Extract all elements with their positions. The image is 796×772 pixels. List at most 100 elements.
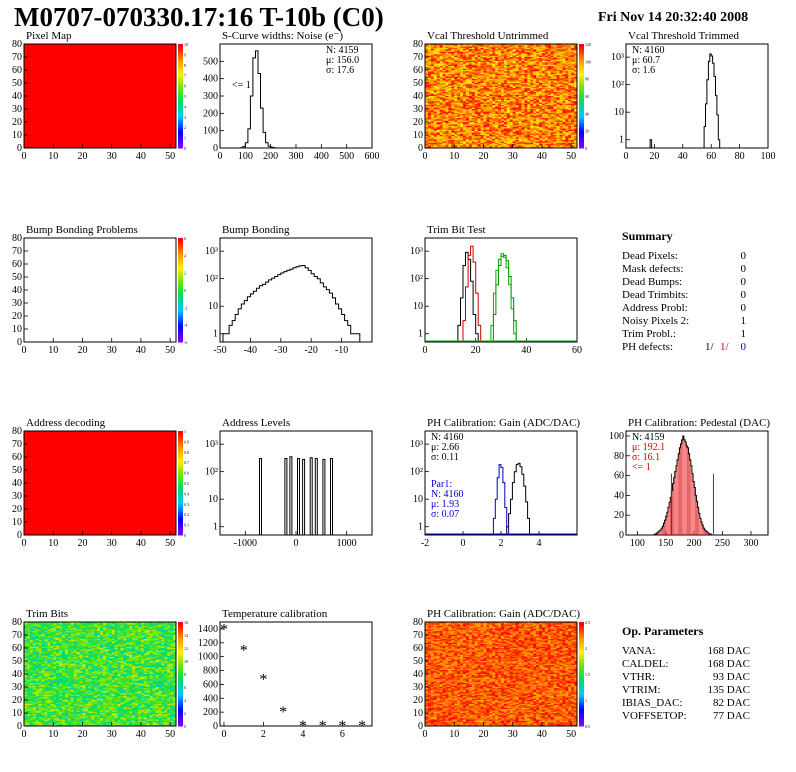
heatmap-cell [100, 49, 104, 51]
heatmap-cell [26, 68, 31, 71]
annotation-text: <= 1 [232, 80, 251, 91]
heatmap-cell [117, 46, 121, 49]
heatmap-cell [76, 49, 80, 51]
heatmap-cell [161, 63, 165, 66]
heatmap-cell [138, 58, 142, 60]
heatmap-cell [158, 70, 162, 72]
heatmap-cell [53, 45, 57, 47]
heatmap-cell [67, 70, 72, 72]
heatmap-cell [35, 75, 40, 77]
heatmap-cell [120, 72, 124, 75]
heatmap-cell [149, 44, 154, 46]
heatmap-cell [105, 50, 110, 53]
heatmap-cell [152, 64, 156, 67]
heatmap-cell [155, 55, 159, 58]
heatmap-cell [143, 71, 148, 73]
heatmap-cell [62, 59, 66, 62]
heatmap-cell [111, 49, 116, 51]
heatmap-cell [152, 51, 156, 54]
heatmap-cell [50, 62, 54, 64]
heatmap-cell [117, 57, 121, 59]
heatmap-cell [102, 45, 107, 47]
heatmap-cell [129, 49, 133, 51]
heatmap-cell [117, 67, 121, 70]
heatmap-cell [73, 63, 78, 66]
heatmap-cell [59, 66, 63, 68]
heatmap-cell [132, 70, 136, 72]
heatmap-cell [135, 51, 139, 54]
heatmap-cell [82, 71, 86, 73]
heatmap-cell [32, 46, 37, 49]
heatmap-cell [76, 46, 80, 49]
heatmap-cell [97, 71, 101, 73]
heatmap-cell [91, 44, 95, 46]
heatmap-cell [24, 67, 28, 70]
heatmap-cell [50, 44, 54, 46]
heatmap-cell [47, 71, 51, 73]
heatmap-cell [53, 76, 57, 79]
heatmap-cell [132, 71, 136, 73]
heatmap-cell [161, 60, 165, 63]
heatmap-cell [50, 60, 54, 63]
heatmap-cell [73, 59, 78, 62]
heatmap-cell [149, 46, 154, 49]
heatmap-cell [59, 54, 63, 57]
heatmap-cell [53, 70, 57, 72]
heatmap-cell [102, 62, 107, 64]
heatmap-cell [164, 46, 168, 49]
heatmap-cell [143, 66, 148, 68]
heatmap-cell [82, 66, 86, 68]
heatmap-cell [138, 73, 142, 76]
heatmap-cell [140, 49, 145, 51]
heatmap-cell [135, 46, 139, 49]
heatmap-cell [59, 73, 63, 76]
heatmap-cell [67, 44, 72, 46]
heatmap-cell [126, 70, 130, 72]
heatmap-cell [105, 70, 110, 72]
heatmap-cell [97, 49, 101, 51]
heatmap-cell [53, 62, 57, 64]
heatmap-cell [161, 53, 165, 55]
heatmap-cell [41, 50, 45, 53]
heatmap-cell [70, 53, 75, 55]
heatmap-cell [32, 55, 37, 58]
heatmap-cell [82, 46, 86, 49]
heatmap-cell [76, 44, 80, 46]
heatmap-cell [94, 66, 98, 68]
heatmap-cell [117, 50, 121, 53]
heatmap-cell [167, 50, 171, 53]
heatmap-cell [132, 46, 136, 49]
heatmap-cell [173, 63, 177, 66]
heatmap-cell [158, 60, 162, 63]
heatmap-cell [149, 71, 154, 73]
heatmap-cell [170, 75, 174, 77]
heatmap-cell [155, 68, 159, 71]
heatmap-cell [138, 44, 142, 46]
heatmap-cell [79, 75, 83, 77]
heatmap-cell [164, 73, 168, 76]
heatmap-cell [152, 46, 156, 49]
colorbar-tick-label: 4 [184, 104, 186, 109]
colorbar-tick-label: 10 [184, 42, 188, 47]
heatmap-cell [126, 59, 130, 62]
heatmap-cell [94, 51, 98, 54]
heatmap-cell [167, 58, 171, 60]
heatmap-cell [53, 59, 57, 62]
colorbar-tick-label: 9 [184, 52, 186, 57]
heatmap-cell [111, 57, 116, 59]
heatmap-cell [44, 58, 48, 60]
heatmap-cell [64, 47, 69, 50]
heatmap-cell [158, 75, 162, 77]
heatmap-cell [50, 59, 54, 62]
heatmap-cell [114, 55, 118, 58]
heatmap-cell [132, 60, 136, 63]
heatmap-cell [97, 53, 101, 55]
heatmap-cell [26, 62, 31, 64]
heatmap-cell [114, 45, 118, 47]
heatmap-cell [91, 72, 95, 75]
heatmap-cell [158, 66, 162, 68]
heatmap-cell [152, 70, 156, 72]
heatmap-cell [62, 45, 66, 47]
heatmap-cell [111, 47, 116, 50]
heatmap-cell [24, 51, 28, 54]
